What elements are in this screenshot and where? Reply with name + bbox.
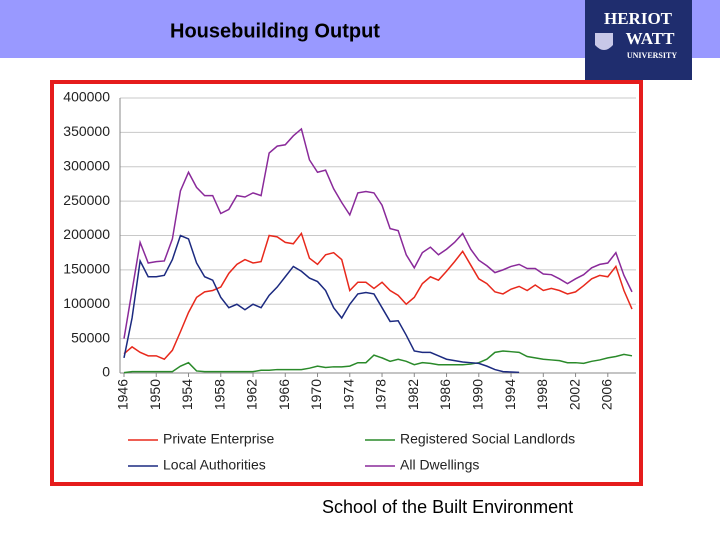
legend-label: All Dwellings: [400, 457, 479, 473]
y-tick-label: 50000: [71, 329, 110, 345]
footer-text: School of the Built Environment: [322, 497, 573, 517]
x-tick-label: 1970: [308, 379, 324, 410]
y-tick-label: 200000: [63, 226, 110, 242]
x-tick-label: 1990: [469, 379, 485, 410]
x-tick-label: 1994: [502, 379, 518, 410]
x-tick-label: 1982: [405, 379, 421, 410]
y-tick-label: 250000: [63, 192, 110, 208]
series-line: [123, 350, 633, 374]
legend-label: Local Authorities: [163, 457, 266, 473]
logo-line: HERIOT: [604, 9, 673, 28]
legend-label: Registered Social Landlords: [400, 431, 575, 447]
y-tick-label: 400000: [63, 89, 110, 105]
legend-label: Private Enterprise: [163, 431, 274, 447]
logo-crest: [595, 33, 613, 50]
y-tick-label: 0: [102, 364, 110, 380]
x-tick-label: 2006: [599, 379, 615, 410]
y-tick-label: 350000: [63, 123, 110, 139]
chart-frame: [50, 80, 643, 486]
x-tick-label: 1974: [340, 379, 356, 410]
x-tick-label: 1954: [179, 379, 195, 410]
x-tick-label: 2002: [566, 379, 582, 410]
x-tick-label: 1986: [437, 379, 453, 410]
logo-line: UNIVERSITY: [627, 51, 677, 60]
x-tick-label: 1966: [276, 379, 292, 410]
x-tick-label: 1958: [211, 379, 227, 410]
x-tick-label: 1950: [147, 379, 163, 410]
series-line: [123, 234, 520, 374]
y-tick-label: 100000: [63, 295, 110, 311]
header-title: Housebuilding Output: [170, 20, 380, 42]
x-tick-label: 1946: [115, 379, 131, 410]
y-tick-label: 150000: [63, 261, 110, 277]
x-tick-label: 1998: [534, 379, 550, 410]
logo-line: WATT: [626, 29, 675, 48]
series-line: [123, 231, 633, 361]
series-line: [123, 127, 633, 339]
x-tick-label: 1962: [244, 379, 260, 410]
y-tick-label: 300000: [63, 157, 110, 173]
x-tick-label: 1978: [373, 379, 389, 410]
